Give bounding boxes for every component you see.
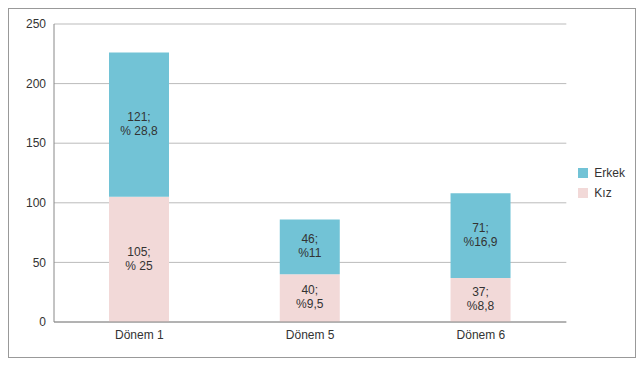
svg-text:250: 250 bbox=[26, 17, 46, 31]
svg-text:Dönem 1: Dönem 1 bbox=[115, 328, 164, 342]
svg-text:200: 200 bbox=[26, 77, 46, 91]
html-text:Kız: Kız bbox=[594, 186, 612, 200]
svg-text:71;%16,9: 71;%16,9 bbox=[464, 221, 498, 249]
svg-text:Dönem 6: Dönem 6 bbox=[457, 328, 506, 342]
svg-text:105;% 25: 105;% 25 bbox=[125, 245, 153, 273]
svg-text:0: 0 bbox=[39, 315, 46, 329]
svg-text:40;%9,5: 40;%9,5 bbox=[296, 283, 324, 311]
svg-text:121;% 28,8: 121;% 28,8 bbox=[120, 110, 158, 138]
html-text:Erkek: Erkek bbox=[594, 166, 625, 180]
svg-text:37;%8,8: 37;%8,8 bbox=[467, 285, 495, 313]
svg-text:50: 50 bbox=[33, 256, 47, 270]
svg-text:100: 100 bbox=[26, 196, 46, 210]
svg-text:Dönem 5: Dönem 5 bbox=[286, 328, 335, 342]
svg-text:150: 150 bbox=[26, 136, 46, 150]
svg-text:46;%11: 46;%11 bbox=[298, 232, 321, 260]
